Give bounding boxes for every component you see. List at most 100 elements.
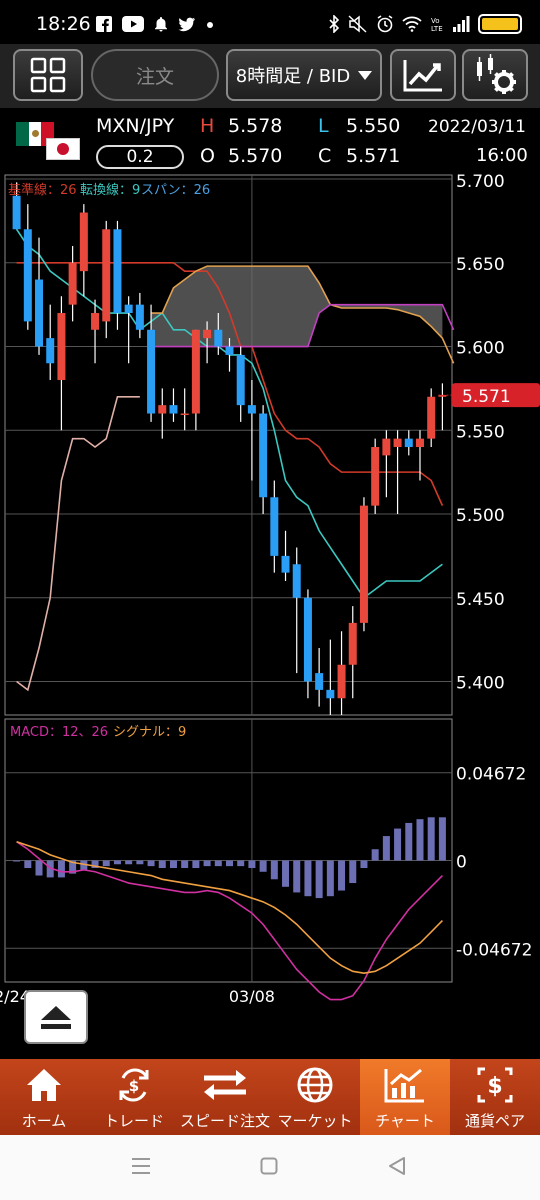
macd-histogram-bar bbox=[248, 860, 256, 869]
japan-flag-icon bbox=[46, 138, 80, 160]
candle-body bbox=[214, 329, 223, 347]
menu-button[interactable] bbox=[13, 49, 83, 101]
nav-home[interactable]: ホーム bbox=[0, 1059, 88, 1135]
period-select[interactable]: 8時間足 / BID bbox=[226, 49, 382, 101]
candle-body bbox=[438, 395, 447, 397]
price-axis: 5.700 5.650 5.600 5.550 5.500 5.450 5.400 5.571 bbox=[438, 174, 540, 694]
senkou-span-a-line bbox=[151, 265, 455, 364]
high-label: H bbox=[200, 115, 215, 137]
macd-histogram-bar bbox=[69, 860, 77, 874]
svg-text:$: $ bbox=[129, 1077, 139, 1095]
price-tick-label: 5.500 bbox=[456, 506, 505, 526]
low-value: 5.550 bbox=[346, 115, 401, 137]
nav-trade[interactable]: $ トレード bbox=[88, 1059, 180, 1135]
nav-market[interactable]: マーケット bbox=[270, 1059, 360, 1135]
price-tick-label: 5.600 bbox=[456, 339, 505, 359]
candle-body bbox=[124, 304, 133, 314]
macd-histogram-bar bbox=[304, 860, 312, 897]
alarm-icon bbox=[377, 15, 393, 33]
main-legend-item: スパン：26 bbox=[141, 183, 210, 198]
youtube-icon bbox=[122, 16, 144, 32]
chart-area[interactable]: 5.700 5.650 5.600 5.550 5.500 5.450 5.400 5.571… bbox=[0, 174, 540, 1059]
eject-icon bbox=[41, 1005, 71, 1020]
home-button-icon[interactable] bbox=[260, 1157, 278, 1175]
candle-body bbox=[135, 304, 144, 330]
svg-text:$: $ bbox=[487, 1074, 502, 1099]
system-navigation-bar bbox=[0, 1135, 540, 1200]
macd-histogram-bar bbox=[360, 860, 368, 869]
candle-body bbox=[68, 262, 77, 305]
pair-header: MXN/JPY 0.2 H 5.578 L 5.550 O 5.570 C 5.… bbox=[0, 108, 540, 174]
speed-order-icon bbox=[204, 1070, 246, 1100]
order-button-label: 注文 bbox=[135, 65, 174, 88]
macd-legend-item: MACD：12、26 bbox=[10, 725, 108, 740]
macd-histogram bbox=[13, 817, 446, 899]
candle-body bbox=[337, 664, 346, 699]
macd-histogram-bar bbox=[125, 860, 133, 865]
nav-chart[interactable]: チャート bbox=[360, 1059, 450, 1135]
macd-histogram-bar bbox=[147, 860, 155, 867]
ichimoku-cloud bbox=[151, 266, 443, 347]
nav-speed-order[interactable]: スピード注文 bbox=[180, 1059, 270, 1135]
price-tick-label: 5.400 bbox=[456, 674, 505, 694]
candle-body bbox=[236, 354, 245, 406]
chart-type-button[interactable] bbox=[390, 49, 456, 101]
bottom-nav: ホーム $ トレード スピード注文 マーケット チャート $ 通貨ペア bbox=[0, 1059, 540, 1135]
candle-body bbox=[79, 212, 88, 272]
currency-pair-name: MXN/JPY bbox=[96, 115, 175, 137]
macd-histogram-bar bbox=[158, 860, 166, 869]
time-axis: 2/24 03/08 bbox=[0, 987, 275, 1006]
candle-body bbox=[393, 438, 402, 448]
header-date: 2022/03/11 bbox=[428, 117, 526, 137]
cloud-area bbox=[151, 266, 443, 347]
chikou-span-line bbox=[16, 395, 140, 692]
x-tick-label: 2/24 bbox=[0, 987, 30, 1006]
candle-body bbox=[225, 346, 234, 355]
macd-histogram-bar bbox=[270, 860, 278, 880]
macd-tick-label: 0 bbox=[456, 853, 467, 873]
bell-icon bbox=[155, 17, 167, 32]
back-icon[interactable] bbox=[388, 1156, 406, 1176]
candle-body bbox=[113, 229, 122, 314]
candle-body bbox=[158, 405, 167, 414]
macd-histogram-bar bbox=[136, 860, 144, 865]
notification-icons bbox=[96, 16, 214, 32]
candle-body bbox=[371, 447, 380, 506]
macd-histogram-bar bbox=[46, 860, 54, 878]
candle-body bbox=[348, 622, 357, 665]
header-time: 16:00 bbox=[476, 145, 528, 166]
nav-currency-pair-label: 通貨ペア bbox=[464, 1112, 525, 1130]
eject-icon-bar bbox=[41, 1023, 71, 1029]
recent-apps-icon[interactable] bbox=[131, 1157, 151, 1175]
price-tick-label: 5.450 bbox=[456, 590, 505, 610]
macd-histogram-bar bbox=[13, 860, 21, 862]
nav-home-label: ホーム bbox=[21, 1112, 67, 1130]
nav-currency-pair[interactable]: $ 通貨ペア bbox=[450, 1059, 540, 1135]
macd-histogram-bar bbox=[382, 836, 390, 861]
macd-histogram-bar bbox=[80, 860, 88, 870]
nav-trade-label: トレード bbox=[103, 1112, 164, 1130]
candle-body bbox=[382, 438, 391, 456]
chart-icon bbox=[384, 1068, 424, 1103]
twitter-icon bbox=[178, 17, 195, 32]
candle-body bbox=[147, 329, 156, 414]
macd-histogram-bar bbox=[438, 817, 446, 861]
candle-body bbox=[91, 313, 100, 330]
close-value: 5.571 bbox=[346, 145, 401, 167]
chart-settings-button[interactable] bbox=[462, 49, 528, 101]
order-button[interactable]: 注文 bbox=[91, 49, 219, 101]
facebook-icon bbox=[96, 16, 112, 32]
line-chart-icon bbox=[403, 60, 442, 92]
trade-icon: $ bbox=[119, 1068, 149, 1102]
candle-body bbox=[315, 673, 324, 690]
nav-speed-order-label: スピード注文 bbox=[180, 1112, 271, 1130]
macd-histogram-bar bbox=[259, 860, 267, 872]
mute-icon bbox=[348, 15, 367, 33]
currency-pair-icon: $ bbox=[477, 1067, 513, 1103]
high-value: 5.578 bbox=[228, 115, 283, 137]
macd-lines bbox=[16, 840, 443, 1001]
grid-icon bbox=[30, 57, 66, 93]
status-time: 18:26 bbox=[36, 13, 91, 35]
low-label: L bbox=[318, 115, 329, 137]
eject-button[interactable] bbox=[24, 990, 88, 1044]
